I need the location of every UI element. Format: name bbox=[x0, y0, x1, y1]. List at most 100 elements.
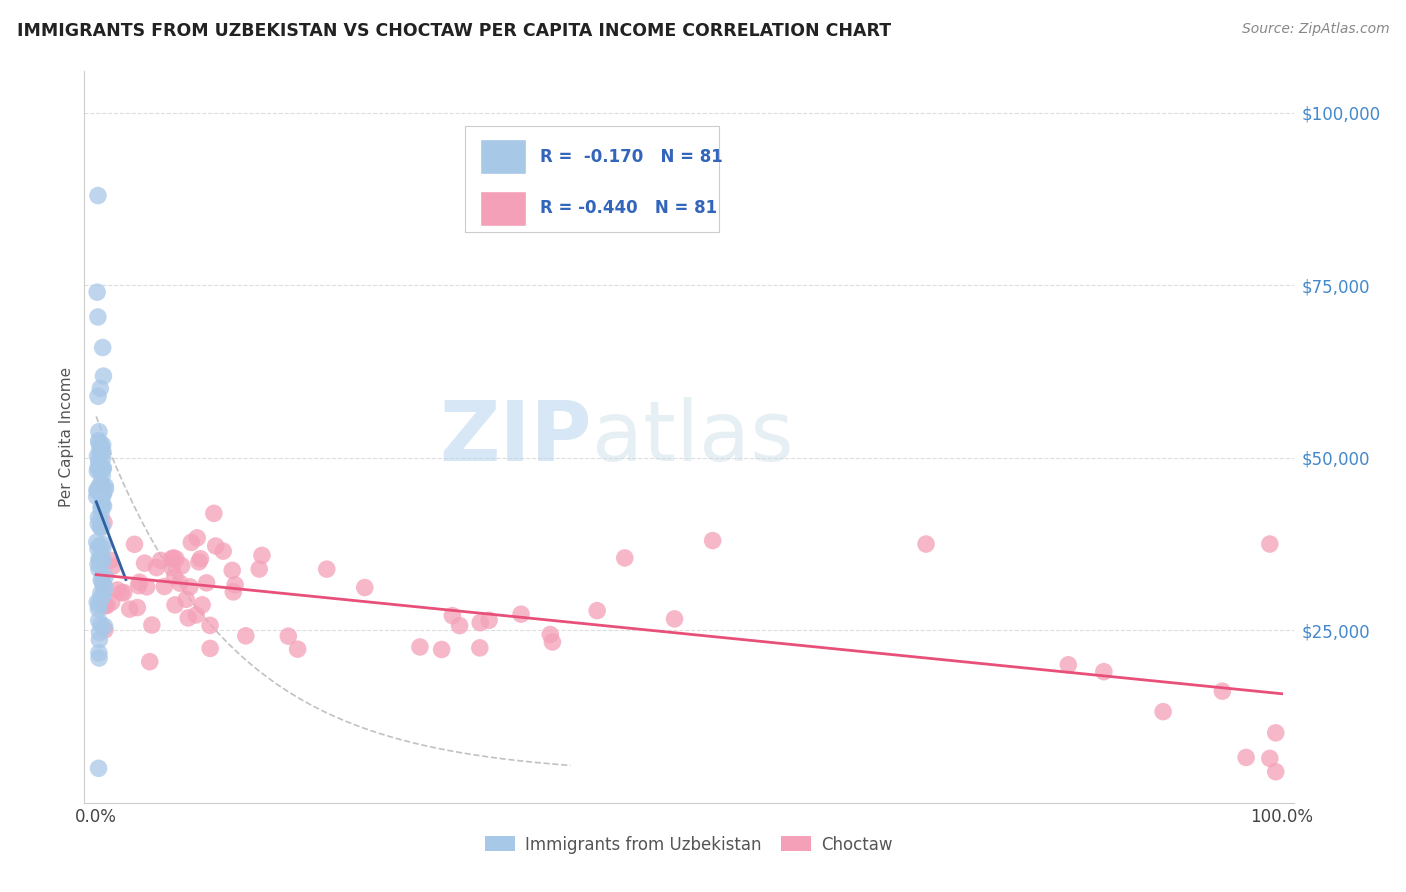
Point bbox=[586, 604, 609, 618]
Point bbox=[163, 598, 186, 612]
Point bbox=[287, 642, 309, 657]
Point bbox=[187, 555, 209, 569]
Point bbox=[93, 369, 115, 384]
Point bbox=[90, 574, 112, 588]
Point bbox=[170, 558, 193, 573]
Point bbox=[134, 556, 156, 570]
Point bbox=[90, 617, 112, 632]
Point bbox=[91, 461, 114, 475]
Point bbox=[94, 479, 117, 493]
Point bbox=[100, 595, 122, 609]
Point bbox=[89, 442, 111, 457]
Text: Source: ZipAtlas.com: Source: ZipAtlas.com bbox=[1241, 22, 1389, 37]
Point bbox=[353, 581, 375, 595]
Point bbox=[87, 551, 110, 566]
Text: R =  -0.170   N = 81: R = -0.170 N = 81 bbox=[540, 148, 723, 166]
Point bbox=[153, 579, 176, 593]
Point bbox=[87, 761, 110, 775]
Point bbox=[127, 600, 149, 615]
Point bbox=[186, 531, 208, 545]
Point bbox=[145, 560, 167, 574]
Point bbox=[169, 576, 191, 591]
Point bbox=[86, 449, 108, 463]
Text: R = -0.440   N = 81: R = -0.440 N = 81 bbox=[540, 199, 717, 217]
FancyBboxPatch shape bbox=[465, 126, 720, 232]
Point bbox=[91, 555, 114, 569]
Point bbox=[165, 552, 187, 566]
Point bbox=[89, 539, 111, 553]
Point bbox=[93, 619, 115, 633]
Point bbox=[1152, 705, 1174, 719]
Point bbox=[89, 479, 111, 493]
Point bbox=[222, 585, 245, 599]
Point bbox=[179, 580, 201, 594]
Point bbox=[702, 533, 724, 548]
Point bbox=[86, 285, 108, 300]
Point bbox=[541, 635, 564, 649]
Point bbox=[1264, 726, 1286, 740]
Point bbox=[250, 549, 273, 563]
Point bbox=[141, 618, 163, 632]
Point bbox=[90, 486, 112, 500]
Point bbox=[87, 541, 110, 556]
Point bbox=[90, 521, 112, 535]
Point bbox=[101, 559, 124, 574]
Point bbox=[87, 646, 110, 660]
Point bbox=[87, 454, 110, 468]
Point bbox=[86, 490, 108, 504]
Point bbox=[135, 580, 157, 594]
Point bbox=[87, 434, 110, 448]
Point bbox=[89, 448, 111, 462]
Point bbox=[91, 578, 114, 592]
Point bbox=[87, 389, 110, 403]
Point bbox=[87, 562, 110, 576]
Point bbox=[96, 599, 118, 613]
Text: atlas: atlas bbox=[592, 397, 794, 477]
Point bbox=[91, 537, 114, 551]
Point bbox=[89, 625, 111, 640]
Point bbox=[91, 468, 114, 483]
Point bbox=[89, 381, 111, 395]
Point bbox=[90, 508, 112, 523]
Point bbox=[91, 576, 114, 591]
Point bbox=[112, 585, 135, 599]
Point bbox=[91, 590, 114, 604]
Point bbox=[86, 595, 108, 609]
Point bbox=[1092, 665, 1115, 679]
Point bbox=[87, 651, 110, 665]
Point bbox=[90, 462, 112, 476]
Point bbox=[91, 541, 114, 556]
Point bbox=[180, 535, 202, 549]
Point bbox=[91, 498, 114, 512]
Point bbox=[90, 552, 112, 566]
Point bbox=[91, 550, 114, 565]
Point bbox=[277, 629, 299, 643]
Point bbox=[89, 594, 111, 608]
Point bbox=[91, 451, 114, 466]
Point bbox=[87, 516, 110, 531]
Point bbox=[198, 618, 221, 632]
Point bbox=[128, 579, 150, 593]
Point bbox=[89, 554, 111, 568]
Point bbox=[87, 614, 110, 628]
Point bbox=[538, 627, 561, 641]
Point bbox=[93, 516, 115, 530]
Point bbox=[510, 607, 533, 622]
Text: ZIP: ZIP bbox=[440, 397, 592, 477]
Point bbox=[160, 560, 183, 574]
Point bbox=[149, 553, 172, 567]
Point bbox=[202, 507, 225, 521]
Point bbox=[138, 655, 160, 669]
Point bbox=[94, 483, 117, 497]
Text: IMMIGRANTS FROM UZBEKISTAN VS CHOCTAW PER CAPITA INCOME CORRELATION CHART: IMMIGRANTS FROM UZBEKISTAN VS CHOCTAW PE… bbox=[17, 22, 891, 40]
Point bbox=[90, 501, 112, 516]
Point bbox=[87, 602, 110, 616]
Point bbox=[93, 500, 115, 514]
Legend: Immigrants from Uzbekistan, Choctaw: Immigrants from Uzbekistan, Choctaw bbox=[478, 829, 900, 860]
Point bbox=[198, 641, 221, 656]
Point bbox=[468, 640, 491, 655]
Point bbox=[90, 481, 112, 495]
Point bbox=[204, 539, 226, 553]
Point bbox=[87, 425, 110, 439]
Point bbox=[1258, 751, 1281, 765]
